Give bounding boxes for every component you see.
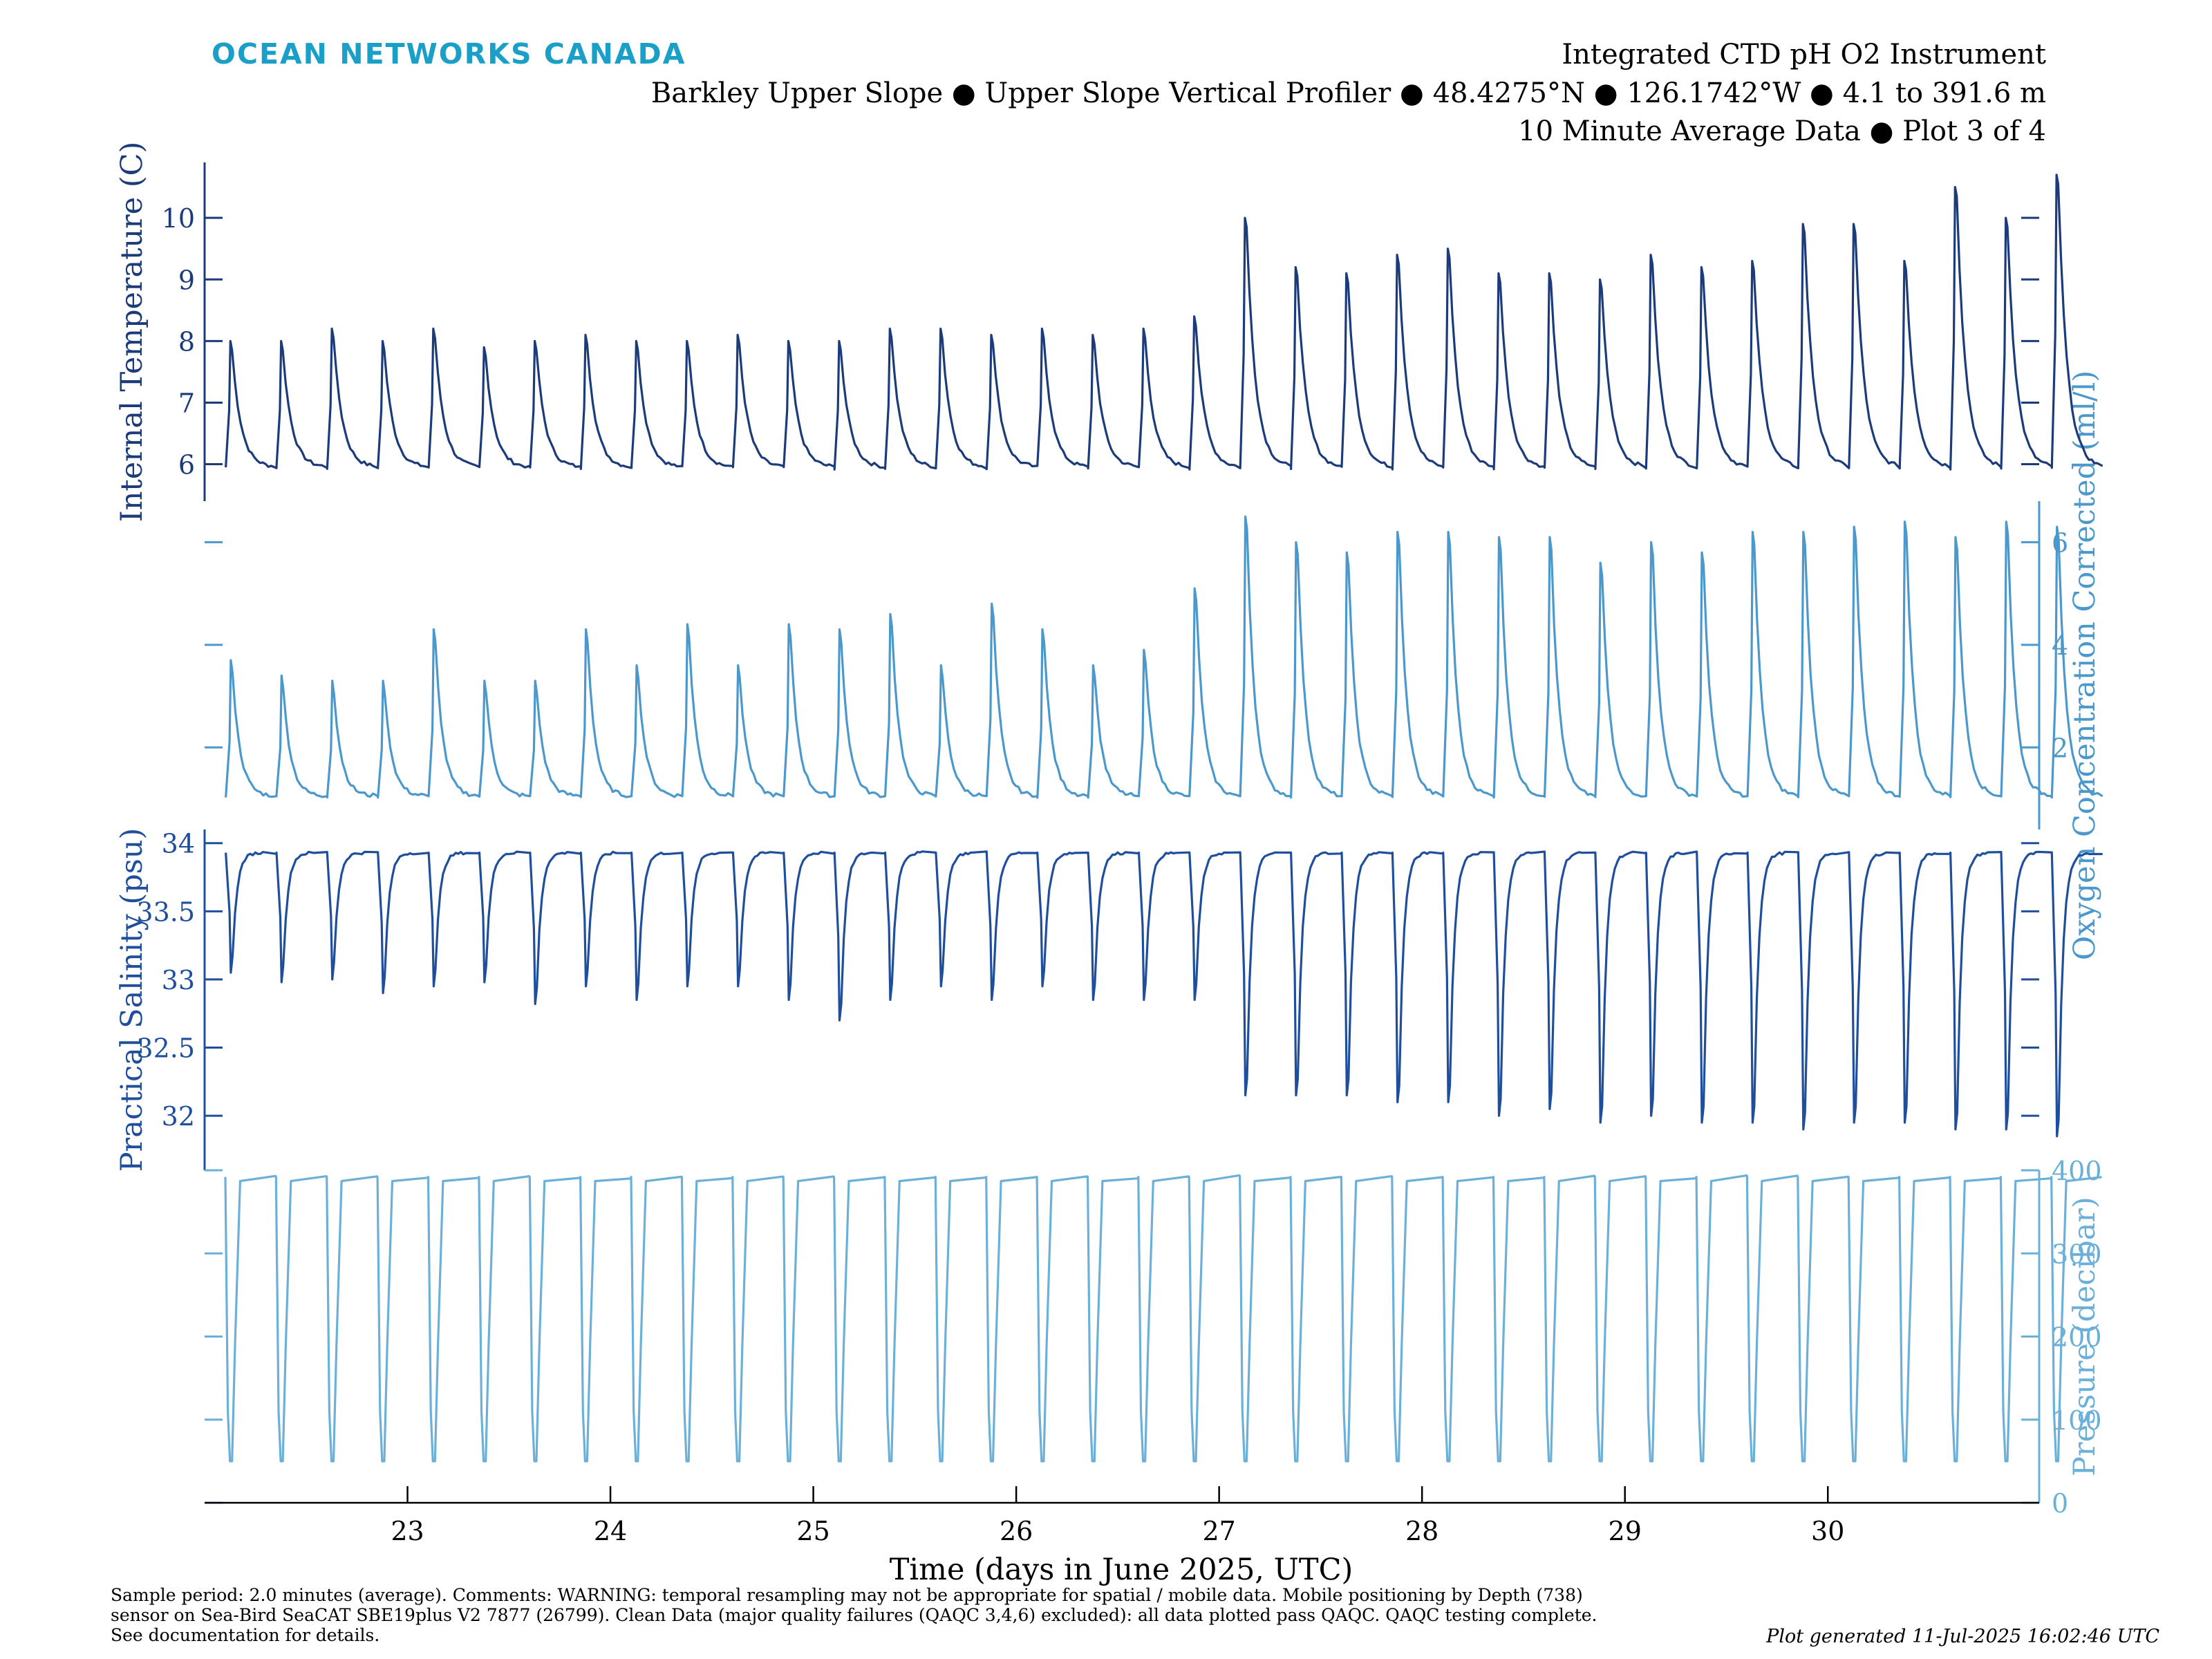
y-tick-label: 300: [2052, 1239, 2102, 1269]
x-tick-label: 24: [594, 1516, 627, 1546]
x-tick-label: 23: [391, 1516, 424, 1546]
y-axis-label: Oxygen Concentration Corrected (ml/l): [2068, 371, 2102, 960]
footer-line: See documentation for details.: [111, 1625, 380, 1645]
series-line-1: [225, 515, 2103, 799]
x-tick-label: 25: [796, 1516, 830, 1546]
x-tick-label: 27: [1202, 1516, 1235, 1546]
y-tick-label: 6: [178, 450, 195, 480]
y-tick-label: 7: [178, 388, 195, 418]
y-tick-label: 10: [162, 203, 195, 234]
y-tick-label: 33.5: [136, 897, 195, 927]
y-tick-label: 34: [162, 829, 195, 859]
x-tick-label: 26: [1000, 1516, 1033, 1546]
y-tick-label: 8: [178, 326, 195, 357]
x-tick-label: 30: [1811, 1516, 1844, 1546]
y-tick-label: 0: [2052, 1488, 2068, 1519]
x-axis-label: Time (days in June 2025, UTC): [890, 1553, 1353, 1587]
x-axis: 23 24 25 26 27 28 29 30: [205, 1486, 2039, 1546]
brand-logo: OCEAN NETWORKS CANADA: [212, 37, 686, 71]
y-tick-label: 200: [2052, 1322, 2102, 1353]
x-tick-label: 28: [1405, 1516, 1438, 1546]
chart-subtitle: Barkley Upper Slope ● Upper Slope Vertic…: [651, 77, 2046, 109]
series-line-3: [224, 1174, 2102, 1463]
plot-generated-timestamp: Plot generated 11-Jul-2025 16:02:46 UTC: [1766, 1626, 2159, 1647]
footer-line: Sample period: 2.0 minutes (average). Co…: [111, 1585, 1583, 1605]
series-line-2: [225, 850, 2103, 1138]
footer-notes: Sample period: 2.0 minutes (average). Co…: [111, 1585, 1825, 1645]
chart-subtitle-2: 10 Minute Average Data ● Plot 3 of 4: [1518, 115, 2046, 147]
footer-line: sensor on Sea-Bird SeaCAT SBE19plus V2 7…: [111, 1605, 1597, 1625]
y-tick-label: 32.5: [136, 1033, 195, 1064]
y-tick-label: 9: [178, 265, 195, 295]
y-tick-label: 4: [2052, 630, 2068, 661]
y-tick-label: 32: [162, 1101, 195, 1132]
series-line-0: [225, 174, 2103, 471]
y-tick-label: 33: [162, 965, 195, 995]
y-axis-label: Pressure (decibar): [2068, 1197, 2102, 1477]
chart-title: Integrated CTD pH O2 Instrument: [1562, 39, 2046, 71]
y-axis-label: Internal Temperature (C): [115, 142, 149, 523]
x-tick-label: 29: [1609, 1516, 1642, 1546]
y-axis-label: Practical Salinity (psu): [115, 828, 149, 1172]
y-tick-label: 400: [2052, 1156, 2102, 1186]
